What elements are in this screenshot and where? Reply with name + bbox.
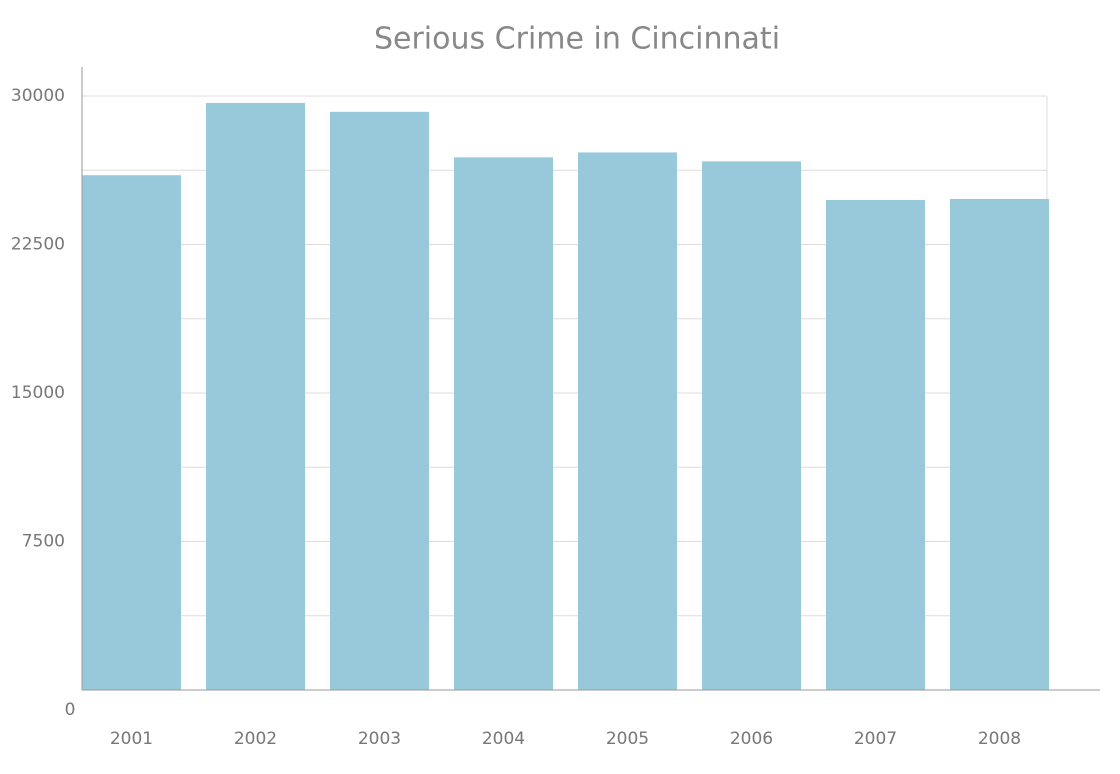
chart-title: Serious Crime in Cincinnati [374,22,780,57]
x-tick-label: 2006 [730,729,773,749]
bar [578,152,677,690]
bar [206,102,305,691]
bar [454,157,553,690]
bar [950,198,1049,690]
y-tick-label: 0 [65,700,76,720]
x-tick-label: 2002 [234,729,277,749]
bar [330,111,429,691]
x-tick-label: 2005 [606,729,649,749]
y-tick-label: 30000 [11,86,65,106]
x-tick-label: 2004 [482,729,525,749]
y-tick-label: 22500 [11,235,65,255]
x-tick-label: 2008 [978,729,1021,749]
x-tick-label: 2001 [110,729,153,749]
bar [702,161,801,691]
bar [82,175,181,690]
x-tick-label: 2007 [854,729,897,749]
y-tick-label: 7500 [22,532,65,552]
bar [826,199,925,690]
x-tick-label: 2003 [358,729,401,749]
y-tick-label: 15000 [11,383,65,403]
